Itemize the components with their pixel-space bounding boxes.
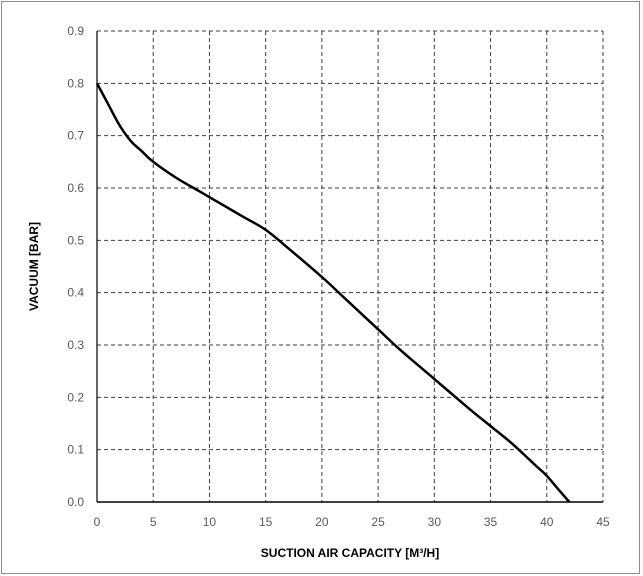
series-line [95,82,571,503]
x-tick-label: 30 [428,515,442,529]
x-tick-label: 20 [315,515,329,529]
y-tick-label: 0.7 [67,129,84,143]
y-tick-label: 0.4 [67,286,84,300]
y-tick-label: 0.8 [67,76,84,90]
x-tick-labels: 0 5 10 15 20 25 30 35 40 45 [94,515,610,529]
x-tick-label: 45 [596,515,610,529]
y-tick-labels: 0.0 0.1 0.2 0.3 0.4 0.5 0.6 0.7 0.8 0.9 [67,24,84,509]
x-tick-label: 40 [540,515,554,529]
x-tick-label: 0 [94,515,101,529]
x-tick-label: 35 [484,515,498,529]
y-tick-label: 0.2 [67,390,84,404]
y-axis-label: VACUUM [BAR] [27,222,41,311]
x-tick-label: 5 [150,515,157,529]
x-tick-label: 25 [371,515,385,529]
y-tick-label: 0.0 [67,495,84,509]
y-tick-label: 0.6 [67,181,84,195]
x-tick-label: 15 [259,515,273,529]
axes [96,31,603,503]
y-tick-label: 0.5 [67,233,84,247]
y-tick-label: 0.9 [67,24,84,38]
grid [97,30,604,502]
y-tick-label: 0.1 [67,443,84,457]
y-tick-label: 0.3 [67,338,84,352]
x-axis-label: SUCTION AIR CAPACITY [M³/H] [261,546,439,560]
x-tick-label: 10 [203,515,217,529]
